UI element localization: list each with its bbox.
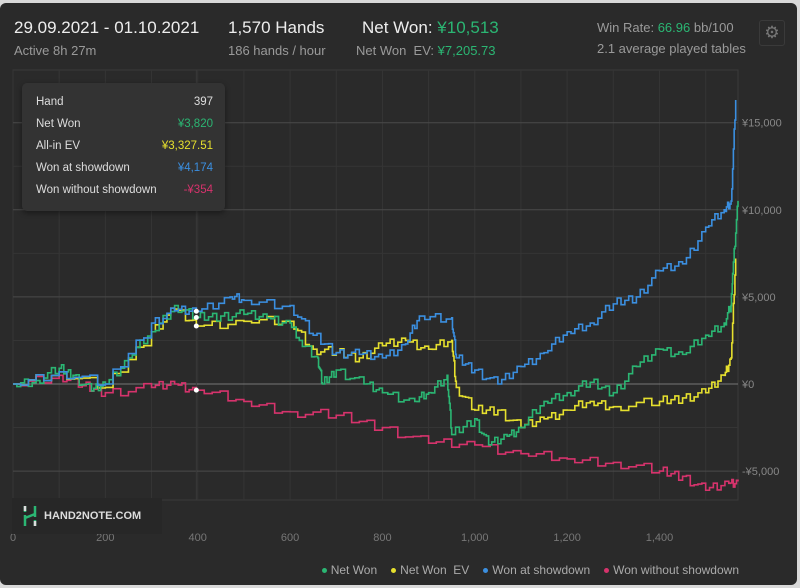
logo-icon <box>23 506 37 526</box>
net-won-ev-value: ¥7,205.73 <box>437 43 496 58</box>
tooltip-row: Won at showdown ¥4,174 <box>36 162 213 174</box>
logo: HAND2NOTE.COM <box>12 498 162 534</box>
y-tick-label: -¥5,000 <box>742 466 779 478</box>
tooltip-label: Won without showdown <box>36 184 157 196</box>
x-tick-label: 400 <box>189 532 207 544</box>
hover-point <box>193 323 199 329</box>
y-tick-label: ¥0 <box>741 379 754 391</box>
settings-button[interactable]: ⚙ <box>759 20 785 46</box>
tooltip: Hand 397 Net Won ¥3,820 All-in EV ¥3,327.51 Wo… <box>22 83 225 211</box>
tooltip-value: 397 <box>193 96 213 108</box>
logo-text: HAND2NOTE.COM <box>44 510 142 522</box>
gear-icon: ⚙ <box>764 23 780 42</box>
win-rate-value: 66.96 <box>657 20 691 35</box>
legend-dot-icon <box>604 568 610 574</box>
tooltip-label: Net Won <box>36 118 81 130</box>
x-tick-label: 1,200 <box>553 532 581 544</box>
legend-label: Net Won <box>330 563 378 577</box>
x-tick-label: 200 <box>96 532 114 544</box>
hover-point <box>193 314 199 320</box>
y-tick-label: ¥15,000 <box>741 118 782 130</box>
x-tick-label: 1,400 <box>646 532 674 544</box>
legend-label: Won at showdown <box>492 563 591 577</box>
date-range: 29.09.2021 - 01.10.2021 <box>14 18 200 37</box>
tooltip-value: ¥4,174 <box>177 162 213 174</box>
legend-dot-icon <box>321 568 327 574</box>
net-won-ev: Net Won EV: ¥7,205.73 <box>356 43 496 58</box>
series-line-won-without-showdown <box>13 374 739 492</box>
tooltip-label: Won at showdown <box>36 162 130 174</box>
legend-item[interactable]: Won without showdown <box>604 563 739 577</box>
y-tick-label: ¥10,000 <box>741 205 782 217</box>
x-tick-label: 800 <box>373 532 391 544</box>
hands-per-hour: 186 hands / hour <box>228 43 326 58</box>
tooltip-label: All-in EV <box>36 140 81 152</box>
x-tick-label: 600 <box>281 532 299 544</box>
hover-point <box>193 308 199 314</box>
series-line-net-won-ev <box>13 258 737 429</box>
win-rate-label: Win Rate: <box>597 20 658 35</box>
legend-dot-icon <box>483 568 489 574</box>
y-tick-label: ¥5,000 <box>741 292 776 304</box>
tooltip-row: Won without showdown -¥354 <box>36 184 213 196</box>
x-tick-label: 1,000 <box>461 532 489 544</box>
active-time: Active 8h 27m <box>14 43 97 58</box>
net-won: Net Won: ¥10,513 <box>362 18 499 38</box>
tooltip-row: All-in EV ¥3,327.51 <box>36 140 213 152</box>
net-won-label: Net Won: <box>362 18 438 37</box>
legend: Net Won Net Won EV Won at showdown Won with… <box>321 563 739 577</box>
legend-dot-icon <box>391 568 397 574</box>
legend-label: Net Won EV <box>400 563 470 577</box>
tooltip-label: Hand <box>36 96 64 108</box>
net-won-value: ¥10,513 <box>437 18 499 37</box>
hands-count: 1,570 Hands <box>228 18 325 37</box>
win-rate: Win Rate: 66.96 bb/100 <box>597 20 734 35</box>
x-tick-label: 0 <box>10 532 16 544</box>
tooltip-row: Hand 397 <box>36 96 213 108</box>
legend-item[interactable]: Net Won EV <box>391 563 469 577</box>
legend-item[interactable]: Won at showdown <box>483 563 590 577</box>
tooltip-value: ¥3,820 <box>177 118 213 130</box>
net-won-ev-label: Net Won EV: <box>356 43 438 58</box>
avg-tables: 2.1 average played tables <box>597 41 746 56</box>
legend-item[interactable]: Net Won <box>321 563 378 577</box>
tooltip-value: ¥3,327.51 <box>161 140 213 152</box>
tooltip-row: Net Won ¥3,820 <box>36 118 213 130</box>
stats-window: 29.09.2021 - 01.10.2021 Active 8h 27m 1,… <box>0 3 797 585</box>
win-rate-unit: bb/100 <box>690 20 734 35</box>
legend-label: Won without showdown <box>613 563 739 577</box>
tooltip-value: -¥354 <box>183 184 213 196</box>
hover-point <box>193 387 199 393</box>
